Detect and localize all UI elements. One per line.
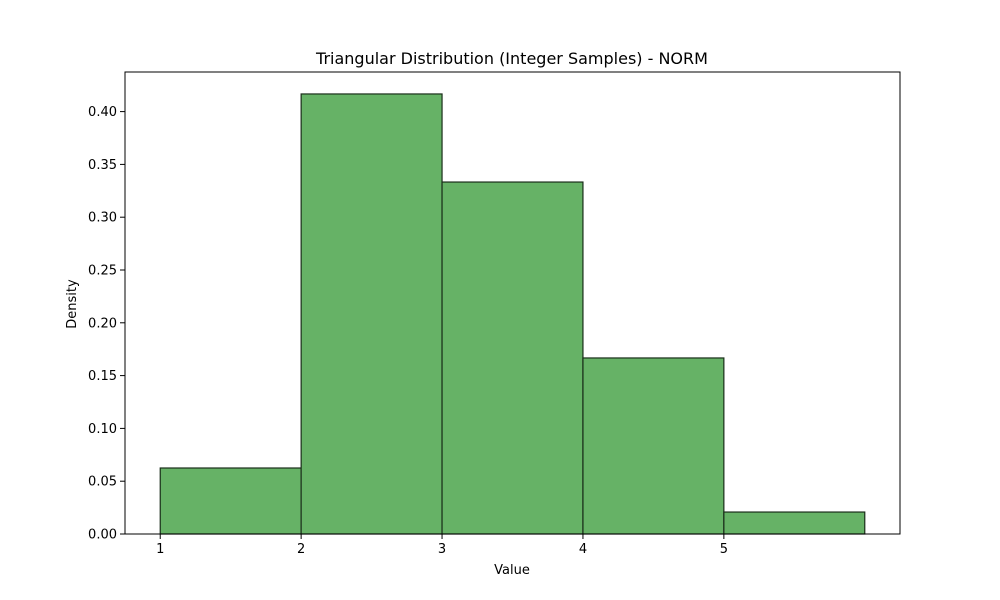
x-axis-label: Value [494,563,530,578]
histogram-bar-2 [300,93,443,535]
y-tick-label: 0.20 [88,316,117,331]
y-tick-label: 0.40 [88,105,117,120]
x-tick-label: 3 [438,542,446,557]
x-tick-label: 4 [579,542,587,557]
x-tick-label: 2 [297,542,305,557]
y-tick-label: 0.30 [88,211,117,226]
bars-group [159,93,866,535]
y-axis-label: Density [65,279,80,329]
x-axis: 1 2 3 4 5 [156,534,728,557]
y-tick-label: 0.05 [88,475,117,490]
histogram-bar-1 [159,467,302,535]
y-tick-label: 0.10 [88,422,117,437]
y-axis: 0.00 0.05 0.10 0.15 0.20 0.25 0.30 0.35 0.40 [88,105,125,543]
x-tick-label: 5 [720,542,728,557]
y-tick-label: 0.35 [88,158,117,173]
y-tick-label: 0.25 [88,264,117,279]
histogram-bar-4 [582,357,725,535]
y-tick-label: 0.00 [88,528,117,543]
x-tick-label: 1 [156,542,164,557]
histogram-bar-5 [723,511,866,535]
axes-frame [124,71,901,535]
y-tick-label: 0.15 [88,369,117,384]
histogram-bar-3 [441,181,584,535]
chart-title: Triangular Distribution (Integer Samples… [315,49,708,68]
